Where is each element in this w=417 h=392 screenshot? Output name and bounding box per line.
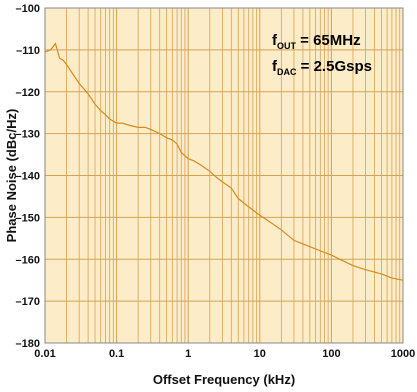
x-axis-title: Offset Frequency (kHz) <box>153 372 295 387</box>
y-tick-label: –160 <box>16 254 40 266</box>
x-tick-label: 1000 <box>391 348 415 360</box>
x-tick-labels: 0.01 0.1 1 10 100 1000 <box>34 348 415 360</box>
y-tick-label: –170 <box>16 296 40 308</box>
y-tick-label: –130 <box>16 129 40 141</box>
y-tick-label: –150 <box>16 212 40 224</box>
y-tick-label: –180 <box>16 338 40 350</box>
grid <box>44 7 403 344</box>
y-tick-label: –110 <box>16 45 40 57</box>
annotation-out: fOUT = 65MHz <box>272 32 361 51</box>
x-tick-label: 10 <box>254 348 266 360</box>
x-tick-label: 0.1 <box>109 348 124 360</box>
y-axis-title: Phase Noise (dBc/Hz) <box>4 109 19 243</box>
x-tick-label: 0.01 <box>34 348 55 360</box>
y-tick-labels: –100 –110 –120 –130 –140 –150 –160 –170 –180 <box>16 3 40 350</box>
phase-noise-series-line <box>44 42 404 281</box>
plot-frame <box>44 7 404 344</box>
y-tick-label: –100 <box>16 3 40 15</box>
x-tick-label: 100 <box>322 348 340 360</box>
y-tick-label: –120 <box>16 87 40 99</box>
y-tick-label: –140 <box>16 171 40 183</box>
x-tick-label: 1 <box>185 348 191 360</box>
annotation-dac: fDAC = 2.5Gsps <box>272 58 372 77</box>
annotations: fOUT = 65MHz fDAC = 2.5Gsps <box>272 32 372 77</box>
